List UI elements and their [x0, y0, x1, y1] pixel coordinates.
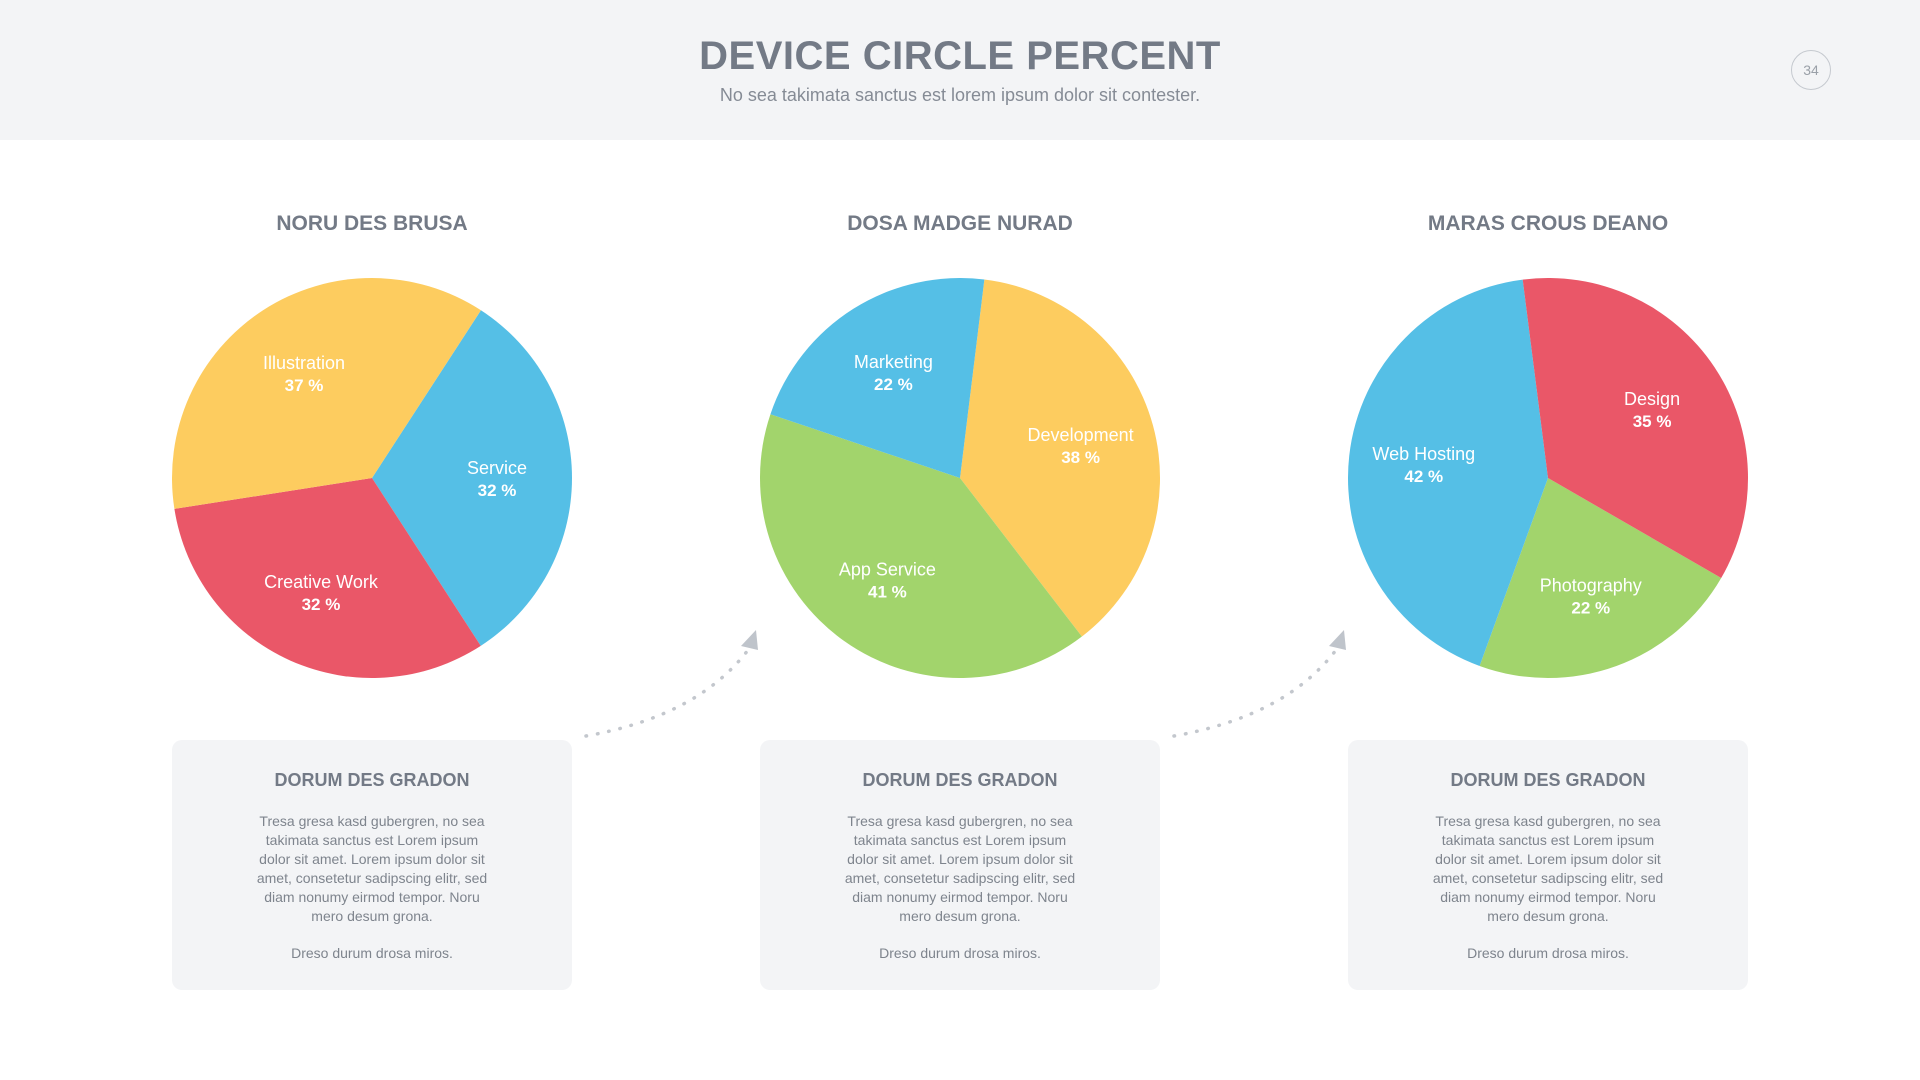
pie-slice: [174, 478, 481, 678]
pie-slice: [960, 279, 1160, 637]
slice-label: Service: [467, 458, 527, 478]
chart-column-2: DOSA MADGE NURAD Development 38 % App Serv…: [760, 0, 1160, 1080]
slice-label: Development: [1028, 425, 1134, 445]
dotted-arrow-connector: [1172, 630, 1346, 738]
card-footer: Dreso durum drosa miros.: [1467, 945, 1629, 961]
slice-value-label: 41 %: [868, 583, 907, 602]
slice-label: Illustration: [263, 353, 345, 373]
pie-slice: [760, 414, 1082, 678]
chart-title: MARAS CROUS DEANO: [1427, 212, 1669, 235]
card-footer: Dreso durum drosa miros.: [879, 945, 1041, 961]
chart-column-1: NORU DES BRUSA Service 32 % Creative Work 3…: [172, 0, 572, 1080]
slice-label: Marketing: [854, 352, 933, 372]
pie-chart-2: Development 38 % App Service 41 % Marketing 2…: [760, 278, 1160, 678]
card-footer: Dreso durum drosa miros.: [291, 945, 453, 961]
slide-header: DEVICE CIRCLE PERCENT No sea takimata sa…: [0, 0, 1920, 140]
slice-value-label: 42 %: [1404, 467, 1443, 486]
info-card: DORUM DES GRADON Tresa gresa kasd guberg…: [760, 740, 1160, 990]
dotted-arrow-connector: [584, 630, 758, 738]
card-body: Tresa gresa kasd gubergren, no sea takim…: [1432, 813, 1664, 924]
slice-value-label: 38 %: [1061, 448, 1100, 467]
slice-value-label: 22 %: [1571, 598, 1610, 617]
arrow-head-icon: [741, 630, 758, 650]
slice-label: Creative Work: [264, 572, 379, 592]
slice-label: Design: [1624, 389, 1680, 409]
card-title: DORUM DES GRADON: [1450, 770, 1646, 790]
slice-label: Photography: [1540, 575, 1642, 595]
page-subtitle: No sea takimata sanctus est lorem ipsum …: [719, 85, 1201, 105]
pie-slice: [1479, 478, 1722, 678]
page-title: DEVICE CIRCLE PERCENT: [699, 34, 1221, 78]
slice-label: Web Hosting: [1372, 444, 1475, 464]
chart-title: NORU DES BRUSA: [276, 212, 468, 235]
arrow-head-icon: [1329, 630, 1346, 650]
pie-chart-1: Service 32 % Creative Work 32 % Illustration…: [172, 278, 572, 678]
chart-column-3: MARAS CROUS DEANO Photography 22 % Web Hos…: [1348, 0, 1748, 1080]
card-title: DORUM DES GRADON: [274, 770, 470, 790]
card-body: Tresa gresa kasd gubergren, no sea takim…: [844, 813, 1076, 924]
page-number-badge: 34: [1791, 50, 1831, 90]
card-title: DORUM DES GRADON: [862, 770, 1058, 790]
pie-slice: [1348, 279, 1548, 666]
slice-value-label: 35 %: [1633, 412, 1672, 431]
pie-slice: [770, 278, 985, 478]
dotted-curve: [1172, 648, 1338, 738]
slice-value-label: 37 %: [285, 376, 324, 395]
chart-title: DOSA MADGE NURAD: [847, 212, 1073, 235]
slice-value-label: 32 %: [302, 595, 341, 614]
dotted-curve: [584, 648, 750, 738]
slice-value-label: 32 %: [478, 481, 517, 500]
pie-slice: [372, 310, 572, 646]
pie-slice: [172, 278, 481, 509]
slice-value-label: 22 %: [874, 375, 913, 394]
card-body: Tresa gresa kasd gubergren, no sea takim…: [256, 813, 488, 924]
info-card: DORUM DES GRADON Tresa gresa kasd guberg…: [172, 740, 572, 990]
info-card: DORUM DES GRADON Tresa gresa kasd guberg…: [1348, 740, 1748, 990]
pie-chart-3: Photography 22 % Web Hosting 42 % Design 35 %: [1348, 278, 1748, 678]
pie-slice: [1522, 278, 1748, 578]
slice-label: App Service: [839, 560, 936, 580]
